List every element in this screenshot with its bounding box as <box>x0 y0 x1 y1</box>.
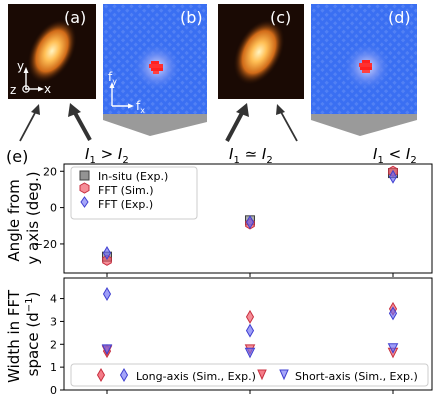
angle-chart: 20 0 −20 Angle from y axis (deg.) In-situ … <box>5 163 433 277</box>
angle-point-fft-sim <box>102 254 112 266</box>
legend-fft-exp-marker <box>80 196 89 208</box>
arrow-icon <box>31 104 40 115</box>
panel-a-label: (a) <box>64 8 86 27</box>
width-ytick-label: 3 <box>50 315 57 328</box>
legend-fft-sim: FFT (Sim.) <box>98 184 154 197</box>
axis-x-label: x <box>44 82 51 96</box>
width-ytick-label: 2 <box>50 338 57 351</box>
panel-c-image: (c) <box>218 4 304 99</box>
fft-fy-label: f <box>108 70 113 84</box>
beam-arrows <box>19 103 298 142</box>
width-ytick-label: 1 <box>50 361 57 374</box>
panel-d-image: (d) <box>311 4 417 114</box>
angle-ylabel: Angle from y axis (deg.) <box>5 171 42 264</box>
angle-chart-frame <box>63 163 433 274</box>
width-ylabel: Width in FFT space (d−1) <box>5 285 42 383</box>
width-chart: 4 3 2 1 0 Width in FFT space (d−1) Long-axis… <box>5 277 433 397</box>
condition-2: I1 < I2 <box>373 145 417 166</box>
width-legend: Long-axis (Sim., Exp.) Short-axis (Sim.,… <box>70 363 429 387</box>
panel-b-image: (b) fy fx <box>103 4 207 115</box>
angle-point-fft-exp <box>102 246 112 261</box>
legend-fft-sim-marker <box>79 182 90 194</box>
width-point-short-axis-exp <box>244 347 256 359</box>
width-y-ticks: 4 3 2 1 0 <box>50 293 64 397</box>
width-point-long-axis-sim <box>245 309 255 324</box>
legend-long-exp-marker <box>119 368 129 382</box>
legend-fft-exp: FFT (Exp.) <box>98 198 153 211</box>
axis-z-label: z <box>10 83 16 97</box>
width-point-short-axis-exp <box>101 344 113 355</box>
angle-marks <box>102 165 398 266</box>
angle-ytick-label: 0 <box>50 202 57 215</box>
width-ytick-label: 4 <box>50 293 57 306</box>
angle-ytick-label: 20 <box>43 165 57 178</box>
zoom-wedge-d <box>311 114 417 136</box>
svg-text:fy: fy <box>108 70 117 86</box>
legend-short-axis: Short-axis (Sim., Exp.) <box>295 370 418 383</box>
condition-1: I1 ≃ I2 <box>229 145 273 166</box>
panel-e-label: (e) <box>6 147 28 166</box>
angle-x-ticks <box>106 273 394 277</box>
legend-short-sim-marker <box>257 369 267 381</box>
angle-point-fft-exp <box>388 169 398 184</box>
angle-legend: In-situ (Exp.) FFT (Sim.) FFT (Exp.) <box>70 166 198 220</box>
angle-point-fft-exp <box>245 215 255 230</box>
zoom-wedge-b <box>103 114 207 136</box>
axis-y-label: y <box>17 59 24 73</box>
angle-y-ticks: 20 0 −20 <box>34 165 64 251</box>
width-x-ticks <box>106 390 394 394</box>
arrow-icon <box>236 103 249 117</box>
legend-in-situ-marker <box>79 170 90 181</box>
fft-fx-label: f <box>136 99 141 113</box>
width-point-short-axis-exp <box>387 343 399 354</box>
legend-short-exp-marker <box>279 369 289 381</box>
legend-long-sim-marker <box>96 368 106 382</box>
width-ytick-label: 0 <box>50 384 57 397</box>
arrow-icon <box>276 104 285 115</box>
panel-c-label: (c) <box>270 8 291 27</box>
fft-fy-sub: y <box>112 77 117 86</box>
arrow-icon <box>68 103 81 117</box>
fft-fx-sub: x <box>140 106 145 115</box>
width-marks <box>101 287 399 359</box>
width-point-long-axis-exp <box>245 323 255 338</box>
legend-in-situ: In-situ (Exp.) <box>98 170 168 183</box>
svg-text:fx: fx <box>136 99 145 115</box>
condition-0: I1 > I2 <box>85 145 129 166</box>
panel-b-label: (b) <box>180 8 203 27</box>
angle-ytick-label: −20 <box>34 238 57 251</box>
width-point-long-axis-exp <box>388 306 398 321</box>
panel-d-label: (d) <box>388 8 411 27</box>
panel-a-image: (a) y z x <box>8 4 96 99</box>
legend-long-axis: Long-axis (Sim., Exp.) <box>136 370 256 383</box>
width-chart-frame <box>63 277 433 391</box>
width-point-long-axis-exp <box>102 287 112 301</box>
